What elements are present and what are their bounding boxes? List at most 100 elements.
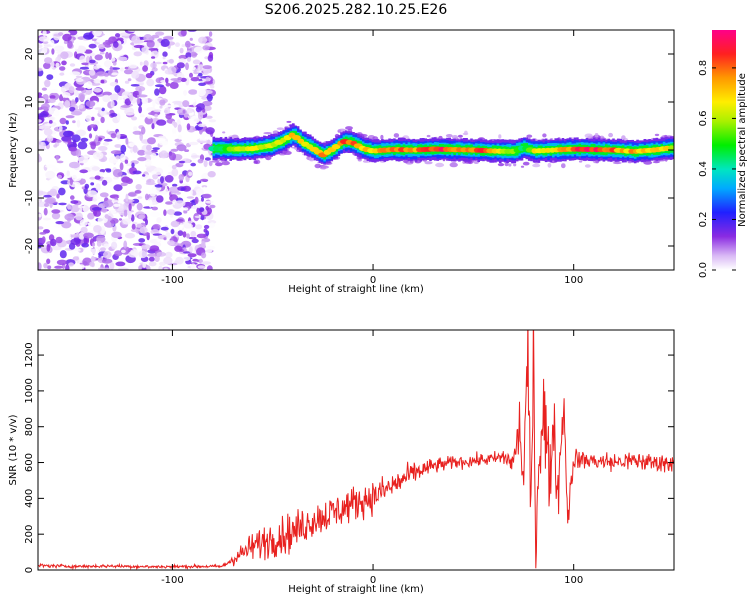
noise-blob	[146, 40, 155, 48]
noise-blob	[194, 196, 199, 205]
noise-blob	[205, 205, 209, 211]
noise-blob	[97, 146, 108, 151]
noise-blob	[165, 82, 171, 87]
noise-blob	[77, 264, 85, 270]
noise-blob	[97, 216, 108, 224]
noise-blob	[110, 112, 118, 117]
ridge-core	[589, 146, 596, 153]
noise-blob	[107, 199, 112, 203]
noise-blob	[151, 67, 158, 72]
noise-blob	[124, 159, 129, 164]
noise-blob	[125, 178, 133, 185]
noise-blob	[123, 209, 128, 217]
noise-blob	[48, 116, 56, 121]
noise-blob	[95, 183, 101, 191]
noise-blob	[152, 147, 160, 151]
noise-blob	[156, 217, 162, 224]
noise-blob	[79, 55, 86, 63]
colorbar-tick-label: 0.2	[698, 212, 709, 228]
noise-blob	[81, 186, 86, 190]
noise-blob	[168, 186, 180, 194]
noise-blob	[83, 251, 91, 256]
colorbar-gradient	[712, 30, 736, 270]
x-tick-label: 0	[370, 275, 376, 286]
noise-blob	[184, 40, 191, 48]
noise-blob	[91, 207, 102, 211]
noise-blob	[42, 30, 47, 37]
ridge-speckle	[286, 120, 292, 123]
noise-blob	[154, 184, 163, 188]
noise-blob	[201, 196, 204, 202]
ridge-speckle	[464, 130, 468, 136]
noise-blob	[75, 129, 87, 137]
noise-blob	[189, 188, 193, 197]
ridge-speckle	[263, 132, 273, 135]
noise-blob	[59, 72, 65, 76]
noise-blob	[169, 214, 174, 218]
noise-blob	[39, 232, 47, 235]
noise-blob	[127, 263, 134, 270]
x-tick-label: -100	[161, 575, 184, 586]
noise-blob	[94, 134, 99, 143]
ridge-speckle	[402, 159, 409, 164]
noise-blob	[120, 105, 131, 108]
noise-blob	[127, 78, 132, 82]
y-tick-label: 1200	[24, 342, 35, 367]
noise-blob	[114, 144, 122, 148]
noise-blob	[62, 130, 74, 138]
noise-blob	[78, 232, 86, 240]
noise-blob	[83, 32, 94, 40]
noise-blob	[53, 45, 65, 52]
noise-blob	[123, 92, 132, 96]
colorbar-tick-label: 0.4	[698, 161, 709, 177]
noise-blob	[109, 81, 119, 87]
colorbar-ticks: 0.0 0.2 0.4 0.6 0.8	[698, 60, 736, 278]
noise-blob	[176, 62, 185, 69]
noise-blob	[154, 84, 165, 88]
spectral-ridge	[208, 120, 674, 170]
noise-blob	[171, 164, 177, 170]
noise-blob	[55, 139, 62, 143]
noise-blob	[38, 44, 43, 48]
noise-blob	[38, 213, 42, 218]
noise-blob	[119, 162, 124, 171]
noise-blob	[117, 113, 121, 121]
noise-blob	[93, 65, 100, 70]
noise-blob	[186, 233, 190, 239]
noise-blob	[159, 85, 167, 95]
noise-blob	[76, 248, 81, 252]
noise-blob	[205, 200, 214, 204]
noise-blob	[103, 267, 111, 270]
noise-blob	[75, 75, 83, 79]
noise-blob	[179, 47, 184, 54]
noise-blob	[65, 115, 75, 119]
noise-blob	[61, 85, 66, 93]
noise-blob	[100, 116, 105, 124]
noise-blob	[117, 96, 123, 101]
noise-blob	[109, 218, 119, 224]
noise-blob	[203, 224, 210, 229]
noise-blob	[101, 179, 108, 186]
noise-blob	[70, 99, 76, 108]
noise-blob	[182, 207, 189, 211]
noise-blob	[156, 195, 164, 203]
noise-blob	[89, 59, 96, 64]
y-tick-label: -10	[24, 190, 35, 206]
noise-blob	[54, 265, 63, 269]
ridge-speckle	[594, 133, 599, 138]
noise-blob	[157, 178, 161, 184]
ridge-speckle	[652, 161, 660, 164]
noise-blob	[139, 226, 148, 234]
noise-blob	[180, 30, 187, 37]
noise-blob	[92, 151, 104, 160]
ridge-speckle	[561, 163, 566, 169]
noise-blob	[88, 43, 97, 49]
noise-blob	[208, 160, 213, 167]
noise-blob	[188, 246, 193, 253]
noise-blob	[149, 188, 157, 197]
noise-blob	[187, 65, 196, 71]
noise-region	[38, 30, 217, 270]
noise-blob	[207, 171, 216, 178]
